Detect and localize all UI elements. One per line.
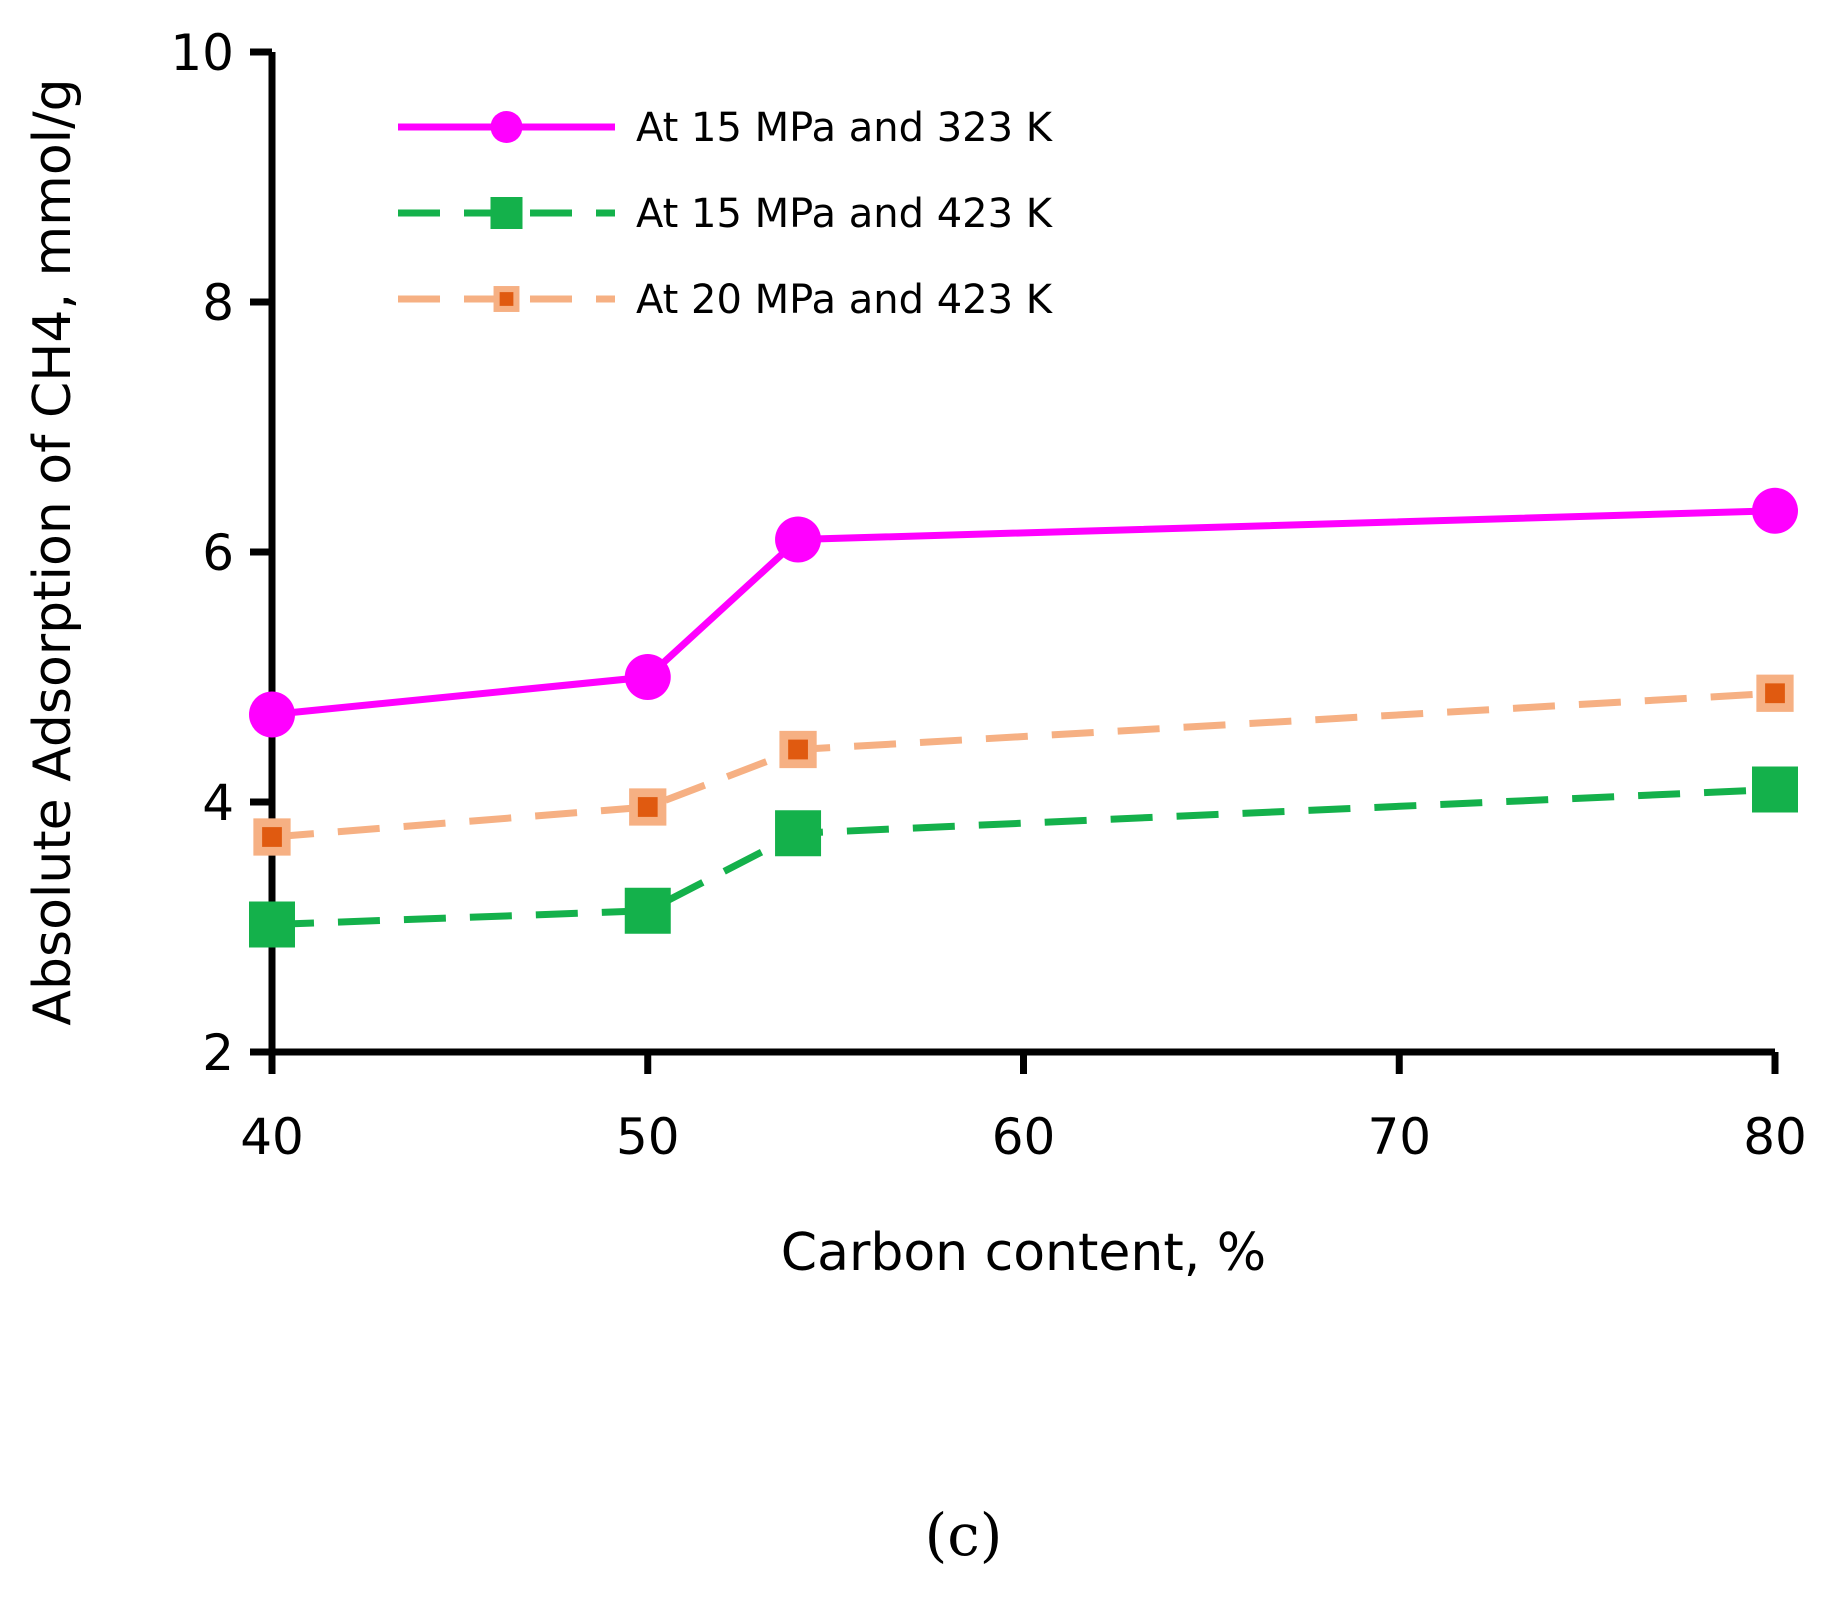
series-1-point-4 <box>1752 487 1798 534</box>
panel-label: (c) <box>925 1501 1003 1569</box>
legend-marker-3 <box>493 286 520 312</box>
legend-marker-2 <box>490 197 523 229</box>
x-tick-label-60: 60 <box>992 1108 1056 1166</box>
x-tick-label-40: 40 <box>240 1108 304 1166</box>
series-3-point-2 <box>629 788 667 826</box>
series-1-point-1 <box>249 691 295 738</box>
x-tick-label-50: 50 <box>616 1108 680 1166</box>
y-axis-title: Absolute Adsorption of CH4, mmol/g <box>23 78 83 1025</box>
series-3-point-4 <box>1756 674 1794 712</box>
series-2-point-4 <box>1752 766 1798 813</box>
x-tick-label-70: 70 <box>1367 1108 1431 1166</box>
series-2-point-3 <box>775 810 822 857</box>
legend-marker-1 <box>490 111 523 143</box>
series-2-point-1 <box>249 901 295 948</box>
legend-label-2: At 15 MPa and 423 K <box>636 191 1054 237</box>
y-tick-label-4: 4 <box>202 774 234 832</box>
series-layer <box>249 487 1798 948</box>
series-3 <box>253 674 1794 856</box>
x-tick-label-80: 80 <box>1743 1108 1807 1166</box>
series-3-point-1 <box>253 818 291 856</box>
x-axis-title: Carbon content, % <box>781 1223 1266 1283</box>
series-1-point-2 <box>624 654 671 700</box>
series-1-line <box>271 507 1776 718</box>
y-tick-label-10: 10 <box>170 24 234 82</box>
y-tick-label-2: 2 <box>202 1024 234 1082</box>
y-tick-label-6: 6 <box>202 524 234 582</box>
series-3-point-3 <box>779 730 817 769</box>
series-2-line <box>271 786 1776 928</box>
legend: At 15 MPa and 323 K At 15 MPa and 423 K At… <box>398 105 1054 323</box>
legend-label-1: At 15 MPa and 323 K <box>636 105 1054 151</box>
y-tick-label-8: 8 <box>202 274 234 332</box>
legend-label-3: At 20 MPa and 423 K <box>636 277 1054 323</box>
axes: 2 4 6 8 10 40 50 60 70 80 <box>170 24 1806 1166</box>
series-2 <box>249 766 1798 948</box>
series-3-line <box>271 689 1776 841</box>
series-1 <box>249 487 1798 738</box>
series-2-point-2 <box>624 887 671 934</box>
series-1-point-3 <box>775 516 822 563</box>
